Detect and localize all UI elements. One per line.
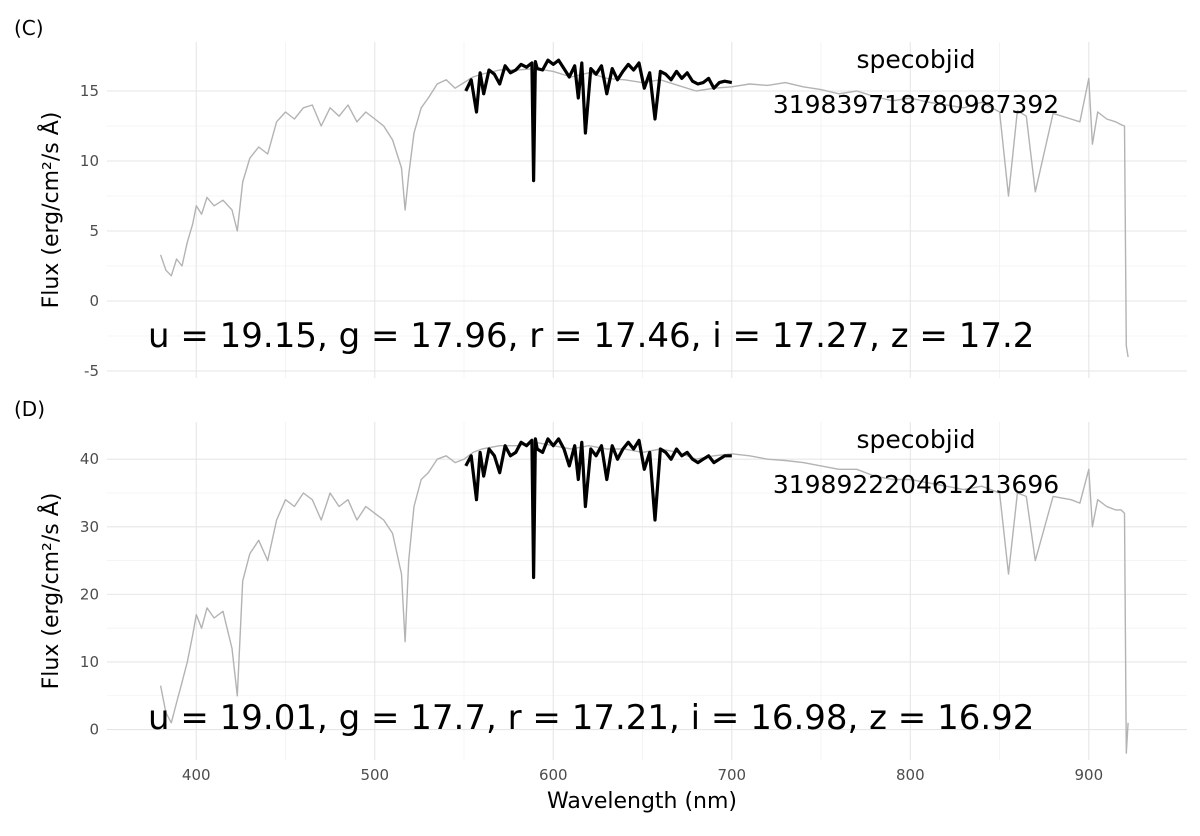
y-tick-label: 10 xyxy=(80,152,99,170)
highlighted-spectrum-line xyxy=(464,58,733,183)
x-tick-label: 600 xyxy=(539,766,568,784)
grid xyxy=(107,42,1187,378)
magnitudes-annotation: u = 19.01, g = 17.7, r = 17.21, i = 16.9… xyxy=(148,698,1034,738)
y-axis-title: Flux (erg/cm²/s Å) xyxy=(37,112,64,309)
y-tick-label: 0 xyxy=(89,292,99,310)
chart-panel-0: -5 0 5 10 15 (C) Flux (erg/cm²/s Å) specobjid 31… xyxy=(14,16,1187,380)
x-axis-title: Wavelength (nm) xyxy=(547,789,737,814)
specobjid-label: specobjid xyxy=(857,425,976,454)
magnitudes-annotation: u = 19.15, g = 17.96, r = 17.46, i = 17.… xyxy=(148,316,1034,356)
y-tick-label: -5 xyxy=(84,362,99,380)
y-tick-label: 5 xyxy=(89,222,99,240)
x-tick-label: 800 xyxy=(896,766,925,784)
panel-tag: (D) xyxy=(14,397,45,421)
x-tick-label: 900 xyxy=(1074,766,1103,784)
specobjid-value: 3198397187809873​92 xyxy=(773,90,1059,119)
y-tick-label: 30 xyxy=(80,518,99,536)
y-tick-label: 0 xyxy=(89,721,99,739)
y-axis-title: Flux (erg/cm²/s Å) xyxy=(37,493,64,690)
specobjid-label: specobjid xyxy=(857,45,976,74)
x-tick-label: 400 xyxy=(182,766,211,784)
full-spectrum-line xyxy=(159,67,1129,358)
highlighted-spectrum-line xyxy=(464,437,732,580)
y-tick-label: 20 xyxy=(80,585,99,603)
chart-panel-1: 0 10 20 30 40 400 500 600 700 800 900 (D) Flux (erg/… xyxy=(14,397,1187,814)
specobjid-value: 3198922204612136​96 xyxy=(773,470,1059,499)
x-tick-label: 500 xyxy=(360,766,389,784)
y-tick-label: 15 xyxy=(80,82,99,100)
full-spectrum-line xyxy=(159,441,1129,754)
y-tick-label: 40 xyxy=(80,450,99,468)
panel-tag: (C) xyxy=(14,16,44,40)
y-tick-label: 10 xyxy=(80,653,99,671)
x-tick-label: 700 xyxy=(717,766,746,784)
